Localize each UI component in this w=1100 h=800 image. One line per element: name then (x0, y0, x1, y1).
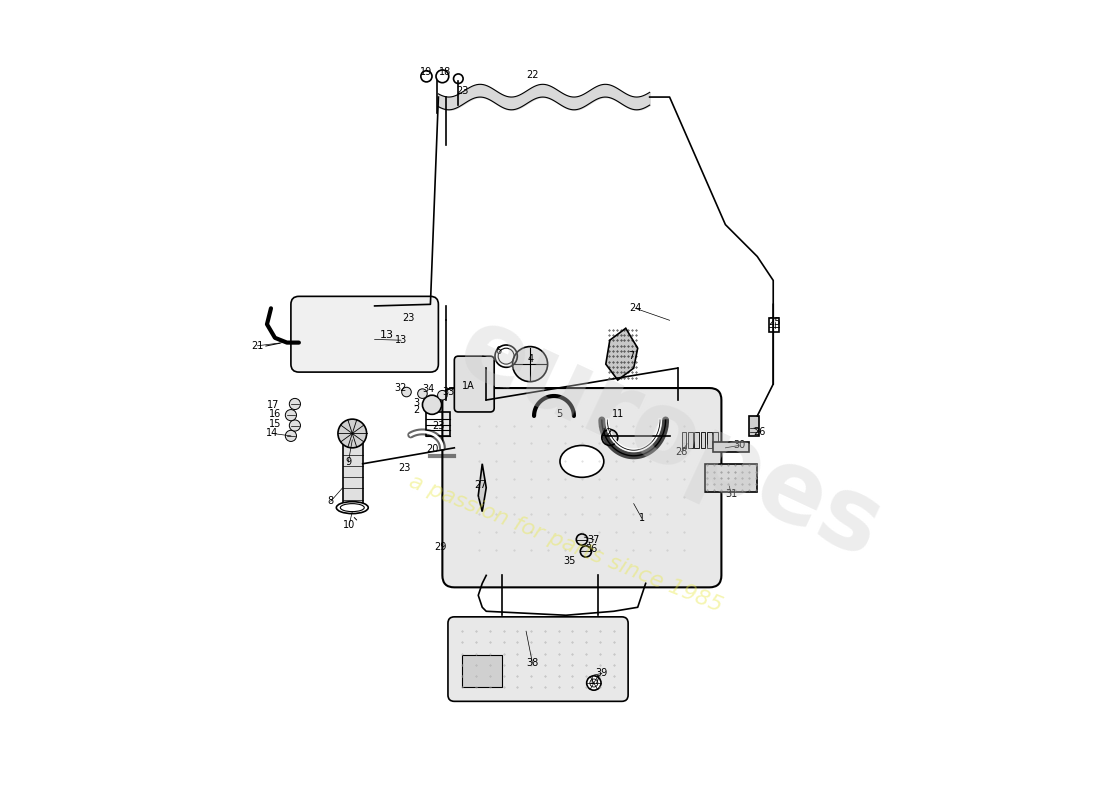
Bar (705, 464, 757, 492)
Text: 25: 25 (769, 317, 781, 327)
Text: 1: 1 (639, 513, 645, 523)
Text: 28: 28 (675, 447, 688, 457)
Text: 38: 38 (526, 658, 539, 668)
Text: 23: 23 (402, 313, 415, 323)
Text: 34: 34 (422, 384, 435, 394)
Text: 27: 27 (474, 480, 487, 490)
Circle shape (436, 70, 449, 82)
Text: 7: 7 (628, 351, 635, 361)
Text: 31: 31 (725, 489, 737, 499)
Text: 11: 11 (612, 410, 624, 419)
Text: 14: 14 (266, 429, 278, 438)
Bar (701, 432, 705, 448)
Text: 36: 36 (585, 544, 597, 554)
Text: 24: 24 (629, 303, 641, 314)
Text: 13: 13 (379, 330, 394, 340)
Circle shape (590, 679, 597, 687)
Circle shape (289, 398, 300, 410)
Text: 19: 19 (419, 66, 432, 77)
Text: 1A: 1A (462, 381, 474, 390)
Text: 15: 15 (268, 419, 282, 429)
Text: 18: 18 (439, 66, 451, 77)
Text: 26: 26 (754, 427, 766, 437)
Circle shape (418, 389, 427, 398)
FancyBboxPatch shape (290, 296, 439, 372)
Circle shape (513, 346, 548, 382)
Text: 22: 22 (526, 70, 539, 80)
Text: 23: 23 (432, 422, 444, 431)
FancyBboxPatch shape (454, 356, 494, 412)
Text: 21: 21 (251, 341, 264, 350)
Bar (343, 440, 363, 508)
Circle shape (402, 387, 411, 397)
Text: 3: 3 (414, 398, 420, 408)
Circle shape (602, 430, 618, 446)
Text: 32: 32 (395, 383, 407, 393)
Text: 23: 23 (456, 86, 469, 96)
FancyBboxPatch shape (442, 388, 722, 587)
Bar (682, 432, 686, 448)
Text: 20: 20 (426, 445, 438, 454)
Circle shape (289, 420, 300, 431)
Bar (688, 432, 693, 448)
Text: 29: 29 (433, 542, 447, 553)
Text: 17: 17 (588, 676, 601, 686)
Text: 12: 12 (602, 429, 614, 438)
Polygon shape (606, 328, 638, 380)
Text: 35: 35 (563, 556, 576, 566)
Text: 6: 6 (495, 346, 502, 355)
Text: 16: 16 (268, 410, 282, 419)
Bar (714, 432, 718, 448)
Bar (714, 442, 749, 452)
Circle shape (422, 395, 441, 414)
Circle shape (453, 74, 463, 83)
Ellipse shape (560, 446, 604, 478)
Circle shape (438, 390, 448, 400)
Bar (769, 318, 779, 332)
Text: a passion for parts since 1985: a passion for parts since 1985 (406, 471, 726, 616)
Text: 30: 30 (733, 441, 745, 450)
Circle shape (586, 676, 601, 690)
Text: 17: 17 (267, 400, 279, 410)
Ellipse shape (340, 504, 364, 512)
Bar (749, 416, 759, 436)
Text: 23: 23 (398, 462, 411, 473)
Text: 8: 8 (328, 496, 333, 506)
Text: 37: 37 (587, 534, 600, 545)
Text: 33: 33 (442, 387, 455, 397)
Text: 13: 13 (395, 335, 407, 346)
Circle shape (285, 410, 297, 421)
Bar (462, 655, 503, 687)
Text: 2: 2 (412, 406, 419, 415)
Bar (694, 432, 700, 448)
Circle shape (421, 70, 432, 82)
Text: 9: 9 (345, 457, 351, 467)
Bar (707, 432, 712, 448)
Text: 39: 39 (596, 669, 608, 678)
Circle shape (285, 430, 297, 442)
Text: 4: 4 (528, 354, 534, 363)
Polygon shape (478, 464, 486, 512)
Text: 5: 5 (557, 409, 563, 418)
Circle shape (338, 419, 366, 448)
FancyBboxPatch shape (448, 617, 628, 702)
Ellipse shape (337, 502, 368, 514)
Circle shape (581, 546, 592, 557)
Circle shape (576, 534, 587, 545)
Text: 10: 10 (343, 520, 355, 530)
Text: europes: europes (442, 299, 896, 580)
